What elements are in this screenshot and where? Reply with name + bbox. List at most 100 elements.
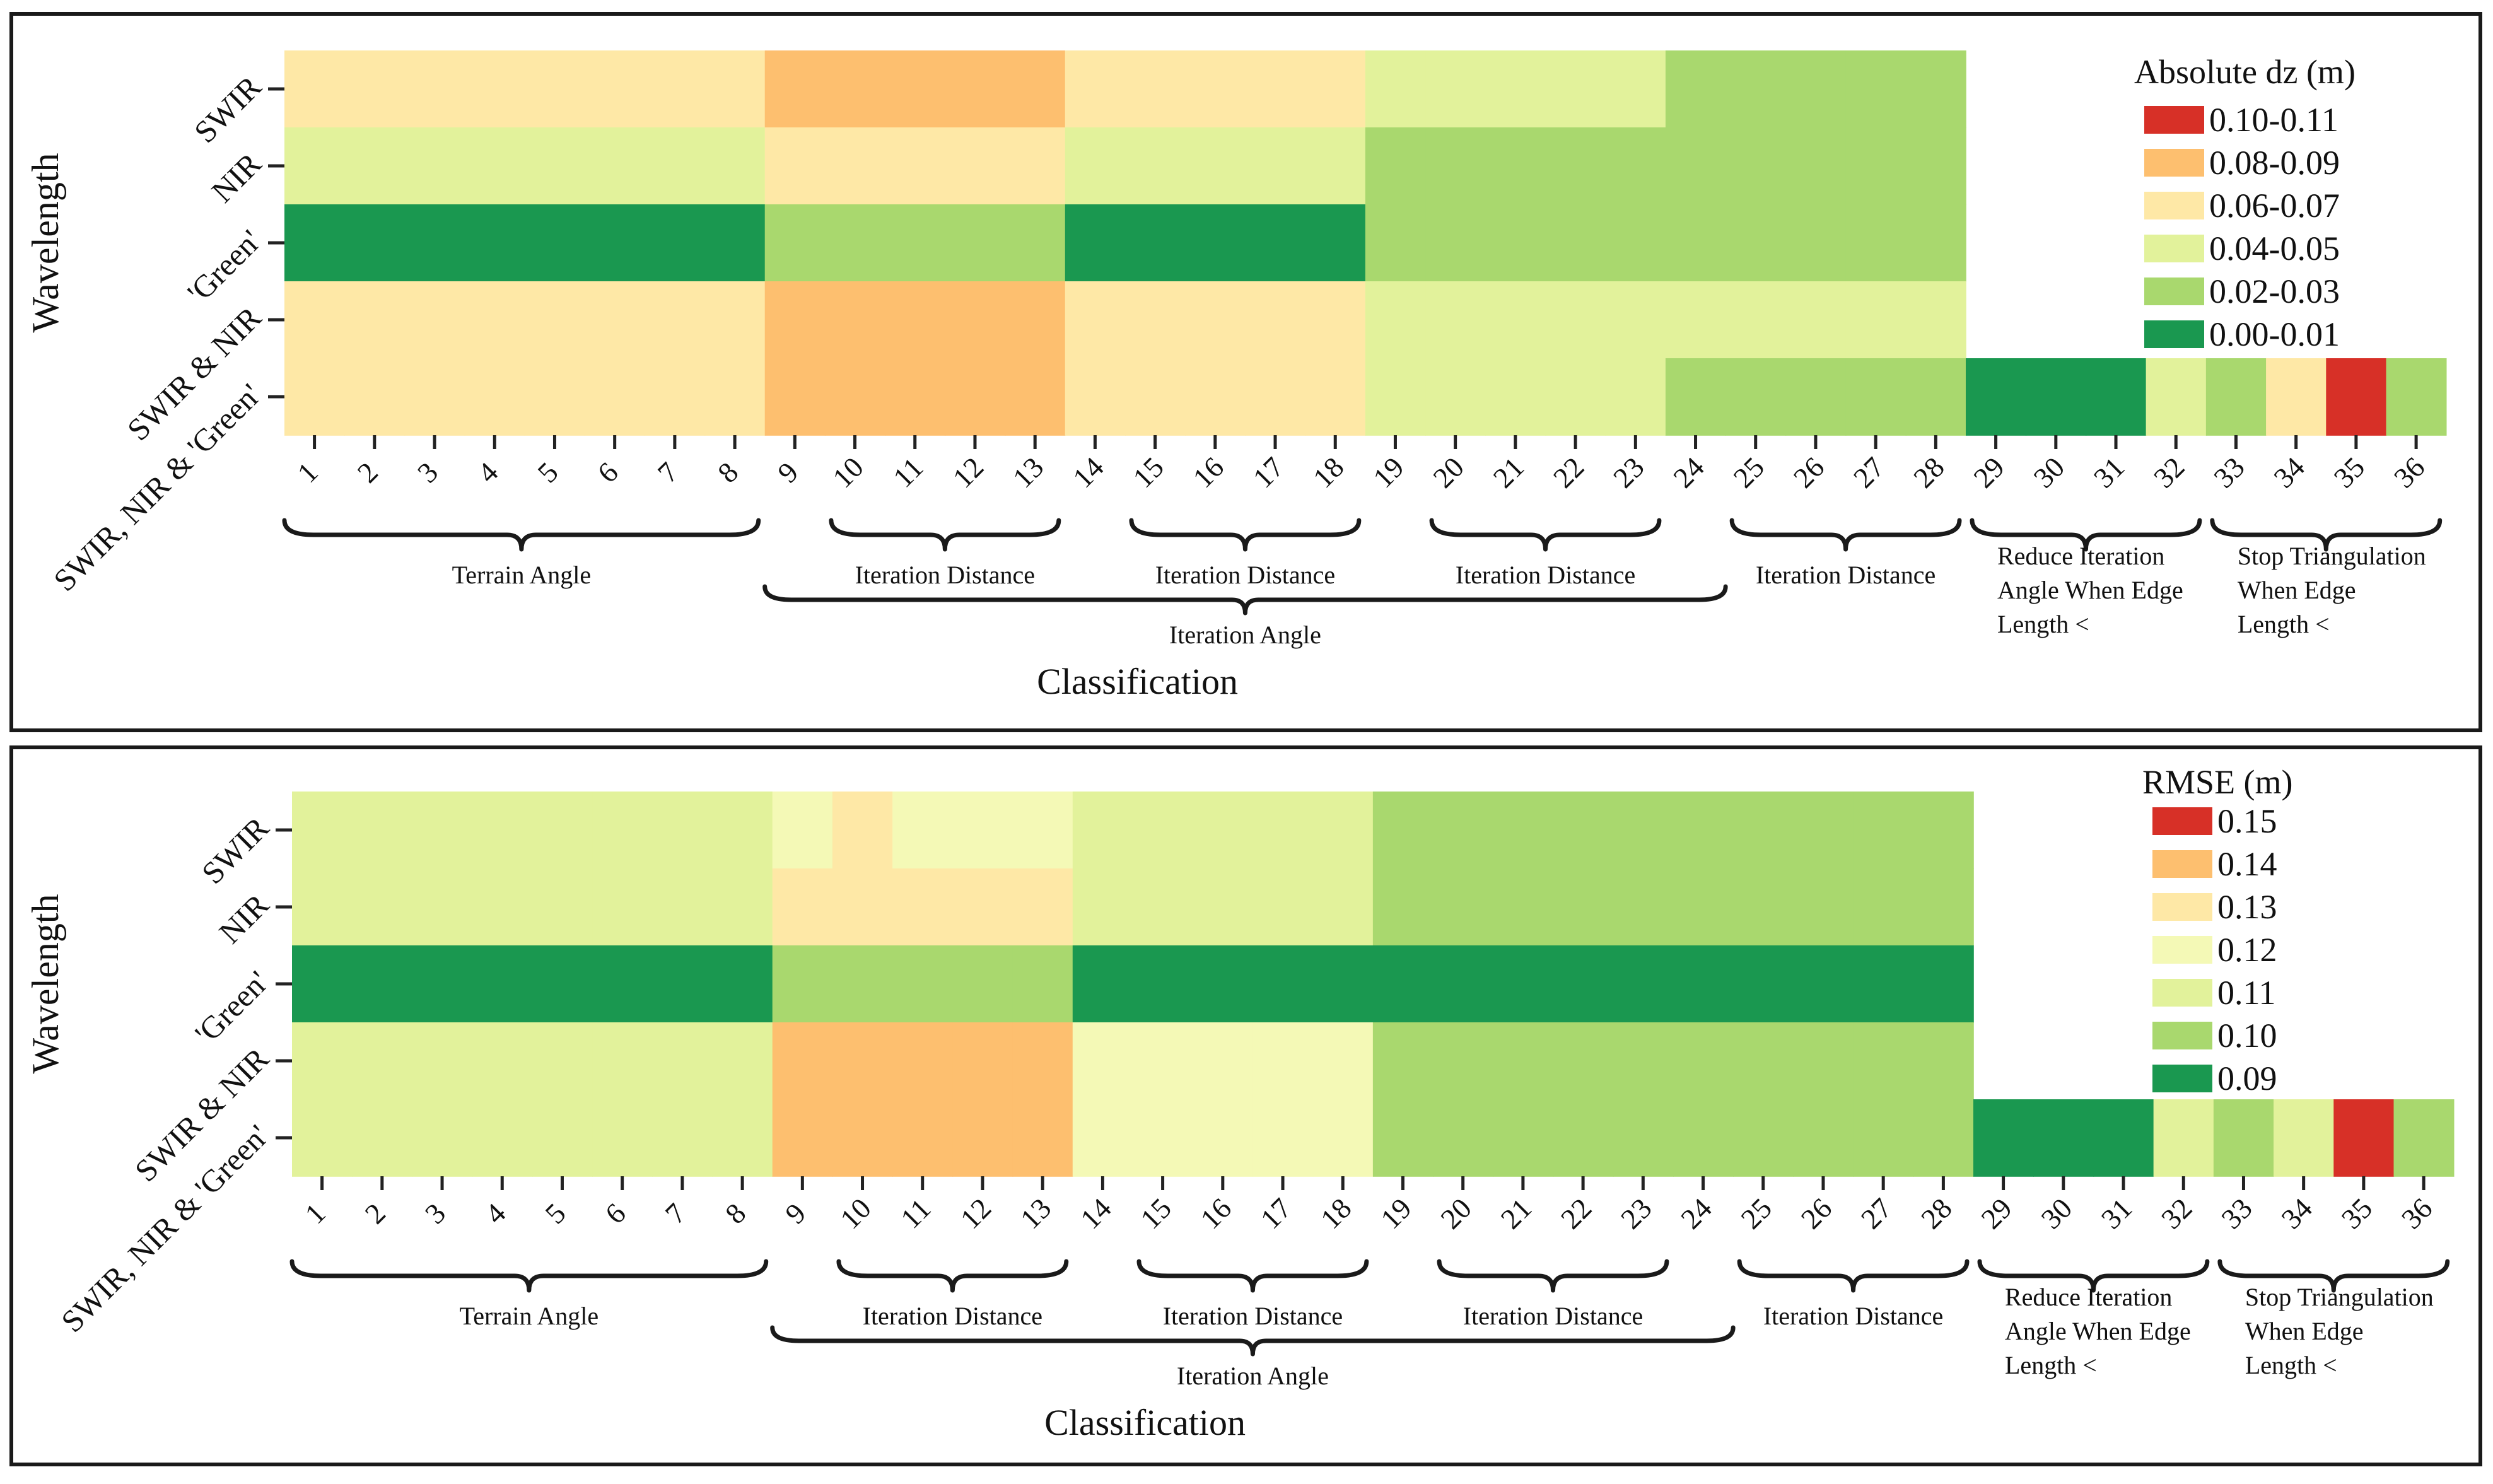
heatmap-cell: [1485, 358, 1546, 436]
heatmap-cell: [1553, 792, 1614, 869]
x-tick-label: 27: [1855, 1192, 1898, 1236]
group-label-line: Length <: [1997, 610, 2089, 638]
heatmap-cell: [352, 868, 413, 946]
heatmap-cell: [1853, 1099, 1914, 1177]
heatmap-cell: [1012, 1099, 1073, 1177]
heatmap-cell: [1725, 127, 1787, 205]
heatmap-cell: [1845, 281, 1906, 359]
heatmap-cell: [1485, 127, 1546, 205]
heatmap-cell: [412, 945, 473, 1023]
heatmap-cell: [472, 868, 533, 946]
group-brace: [1970, 518, 2202, 552]
x-tick-label: 32: [2147, 451, 2191, 494]
heatmap-cell: [1425, 50, 1486, 128]
heatmap-cell: [824, 281, 885, 359]
heatmap-cell: [1673, 945, 1734, 1023]
heatmap-cell: [1793, 945, 1854, 1023]
heatmap-cell: [1913, 1022, 1974, 1100]
heatmap-cell: [464, 50, 525, 128]
heatmap-cell: [592, 945, 653, 1023]
heatmap-cell: [1305, 127, 1366, 205]
heatmap-cell: [1433, 945, 1494, 1023]
x-tick-label: 21: [1495, 1192, 1538, 1236]
heatmap-cell: [1733, 868, 1794, 946]
heatmap-cell: [1493, 945, 1554, 1023]
heatmap-cell: [412, 1022, 473, 1100]
heatmap-cell: [1185, 281, 1246, 359]
heatmap-cell: [645, 358, 706, 436]
x-tick-label: 4: [471, 456, 504, 489]
heatmap-cell: [1845, 50, 1906, 128]
heatmap-cell: [524, 358, 585, 436]
legend-label: 0.08-0.09: [2209, 144, 2340, 182]
heatmap-cell: [1493, 792, 1554, 869]
heatmap-cell: [1125, 127, 1186, 205]
group-label: Stop Triangulation When Edge Length <: [2245, 1283, 2434, 1379]
heatmap-cell: [1913, 1099, 1974, 1177]
x-tick-label: 30: [2035, 1192, 2079, 1236]
y-tick-label: SWIR: [187, 69, 268, 149]
heatmap-cell: [1545, 50, 1606, 128]
heatmap-cell: [1372, 1099, 1433, 1177]
heatmap-cell: [1005, 358, 1066, 436]
heatmap-cell: [532, 792, 593, 869]
heatmap-cell: [2213, 1099, 2274, 1177]
heatmap-cell: [652, 1022, 713, 1100]
heatmap-cell: [892, 792, 954, 869]
heatmap-cell: [404, 127, 465, 205]
heatmap-cell: [464, 204, 525, 282]
group-brace: [836, 1259, 1069, 1293]
panel-frame: [9, 12, 2482, 732]
y-axis-title: Wavelength: [25, 894, 66, 1073]
heatmap-cell: [2146, 358, 2207, 436]
x-tick-label: 34: [2275, 1192, 2318, 1236]
group-brace: [829, 518, 1061, 552]
group-brace: [1737, 1259, 1970, 1293]
heatmap-cell: [832, 945, 893, 1023]
heatmap-cell: [2393, 1099, 2455, 1177]
heatmap-cell: [404, 50, 465, 128]
legend-swatch: [2152, 1065, 2212, 1092]
group-brace: [1729, 518, 1962, 552]
heatmap-cell: [344, 127, 406, 205]
heatmap-cell: [1425, 127, 1486, 205]
heatmap-cell: [352, 792, 413, 869]
heatmap-cell: [292, 945, 353, 1023]
heatmap-cell: [764, 281, 826, 359]
legend-swatch: [2144, 320, 2204, 348]
legend-title: RMSE (m): [2142, 763, 2293, 801]
group-label-line: Reduce Iteration: [2005, 1283, 2172, 1311]
heatmap-cell: [772, 792, 833, 869]
heatmap-cell: [1185, 127, 1246, 205]
heatmap-cell: [352, 1022, 413, 1100]
legend-swatch: [2152, 850, 2212, 878]
heatmap-cell: [472, 792, 533, 869]
heatmap-cell: [1425, 281, 1486, 359]
heatmap-cell: [1365, 281, 1426, 359]
heatmap-cell: [412, 792, 473, 869]
group-label-line: When Edge: [2245, 1317, 2364, 1345]
heatmap-cell: [1425, 358, 1486, 436]
heatmap-cell: [764, 127, 826, 205]
x-tick-label: 23: [1607, 451, 1650, 494]
heatmap-cell: [284, 204, 346, 282]
heatmap-cell: [292, 1022, 353, 1100]
heatmap-cell: [892, 1099, 954, 1177]
heatmap-cell: [1072, 792, 1133, 869]
heatmap-cell: [704, 204, 766, 282]
heatmap-cell: [524, 127, 585, 205]
heatmap-cell: [352, 945, 413, 1023]
x-tick-label: 11: [894, 1192, 937, 1234]
heatmap-cell: [1305, 358, 1366, 436]
x-tick-label: 33: [2215, 1192, 2258, 1236]
group-label: Terrain Angle: [460, 1302, 598, 1330]
heatmap-cell: [292, 792, 353, 869]
x-tick-label: 26: [1787, 451, 1831, 494]
legend-label: 0.12: [2217, 931, 2277, 969]
heatmap-cell: [1733, 792, 1794, 869]
heatmap-cell: [1613, 1099, 1674, 1177]
heatmap-cell: [1665, 204, 1726, 282]
heatmap-cell: [1553, 1099, 1614, 1177]
